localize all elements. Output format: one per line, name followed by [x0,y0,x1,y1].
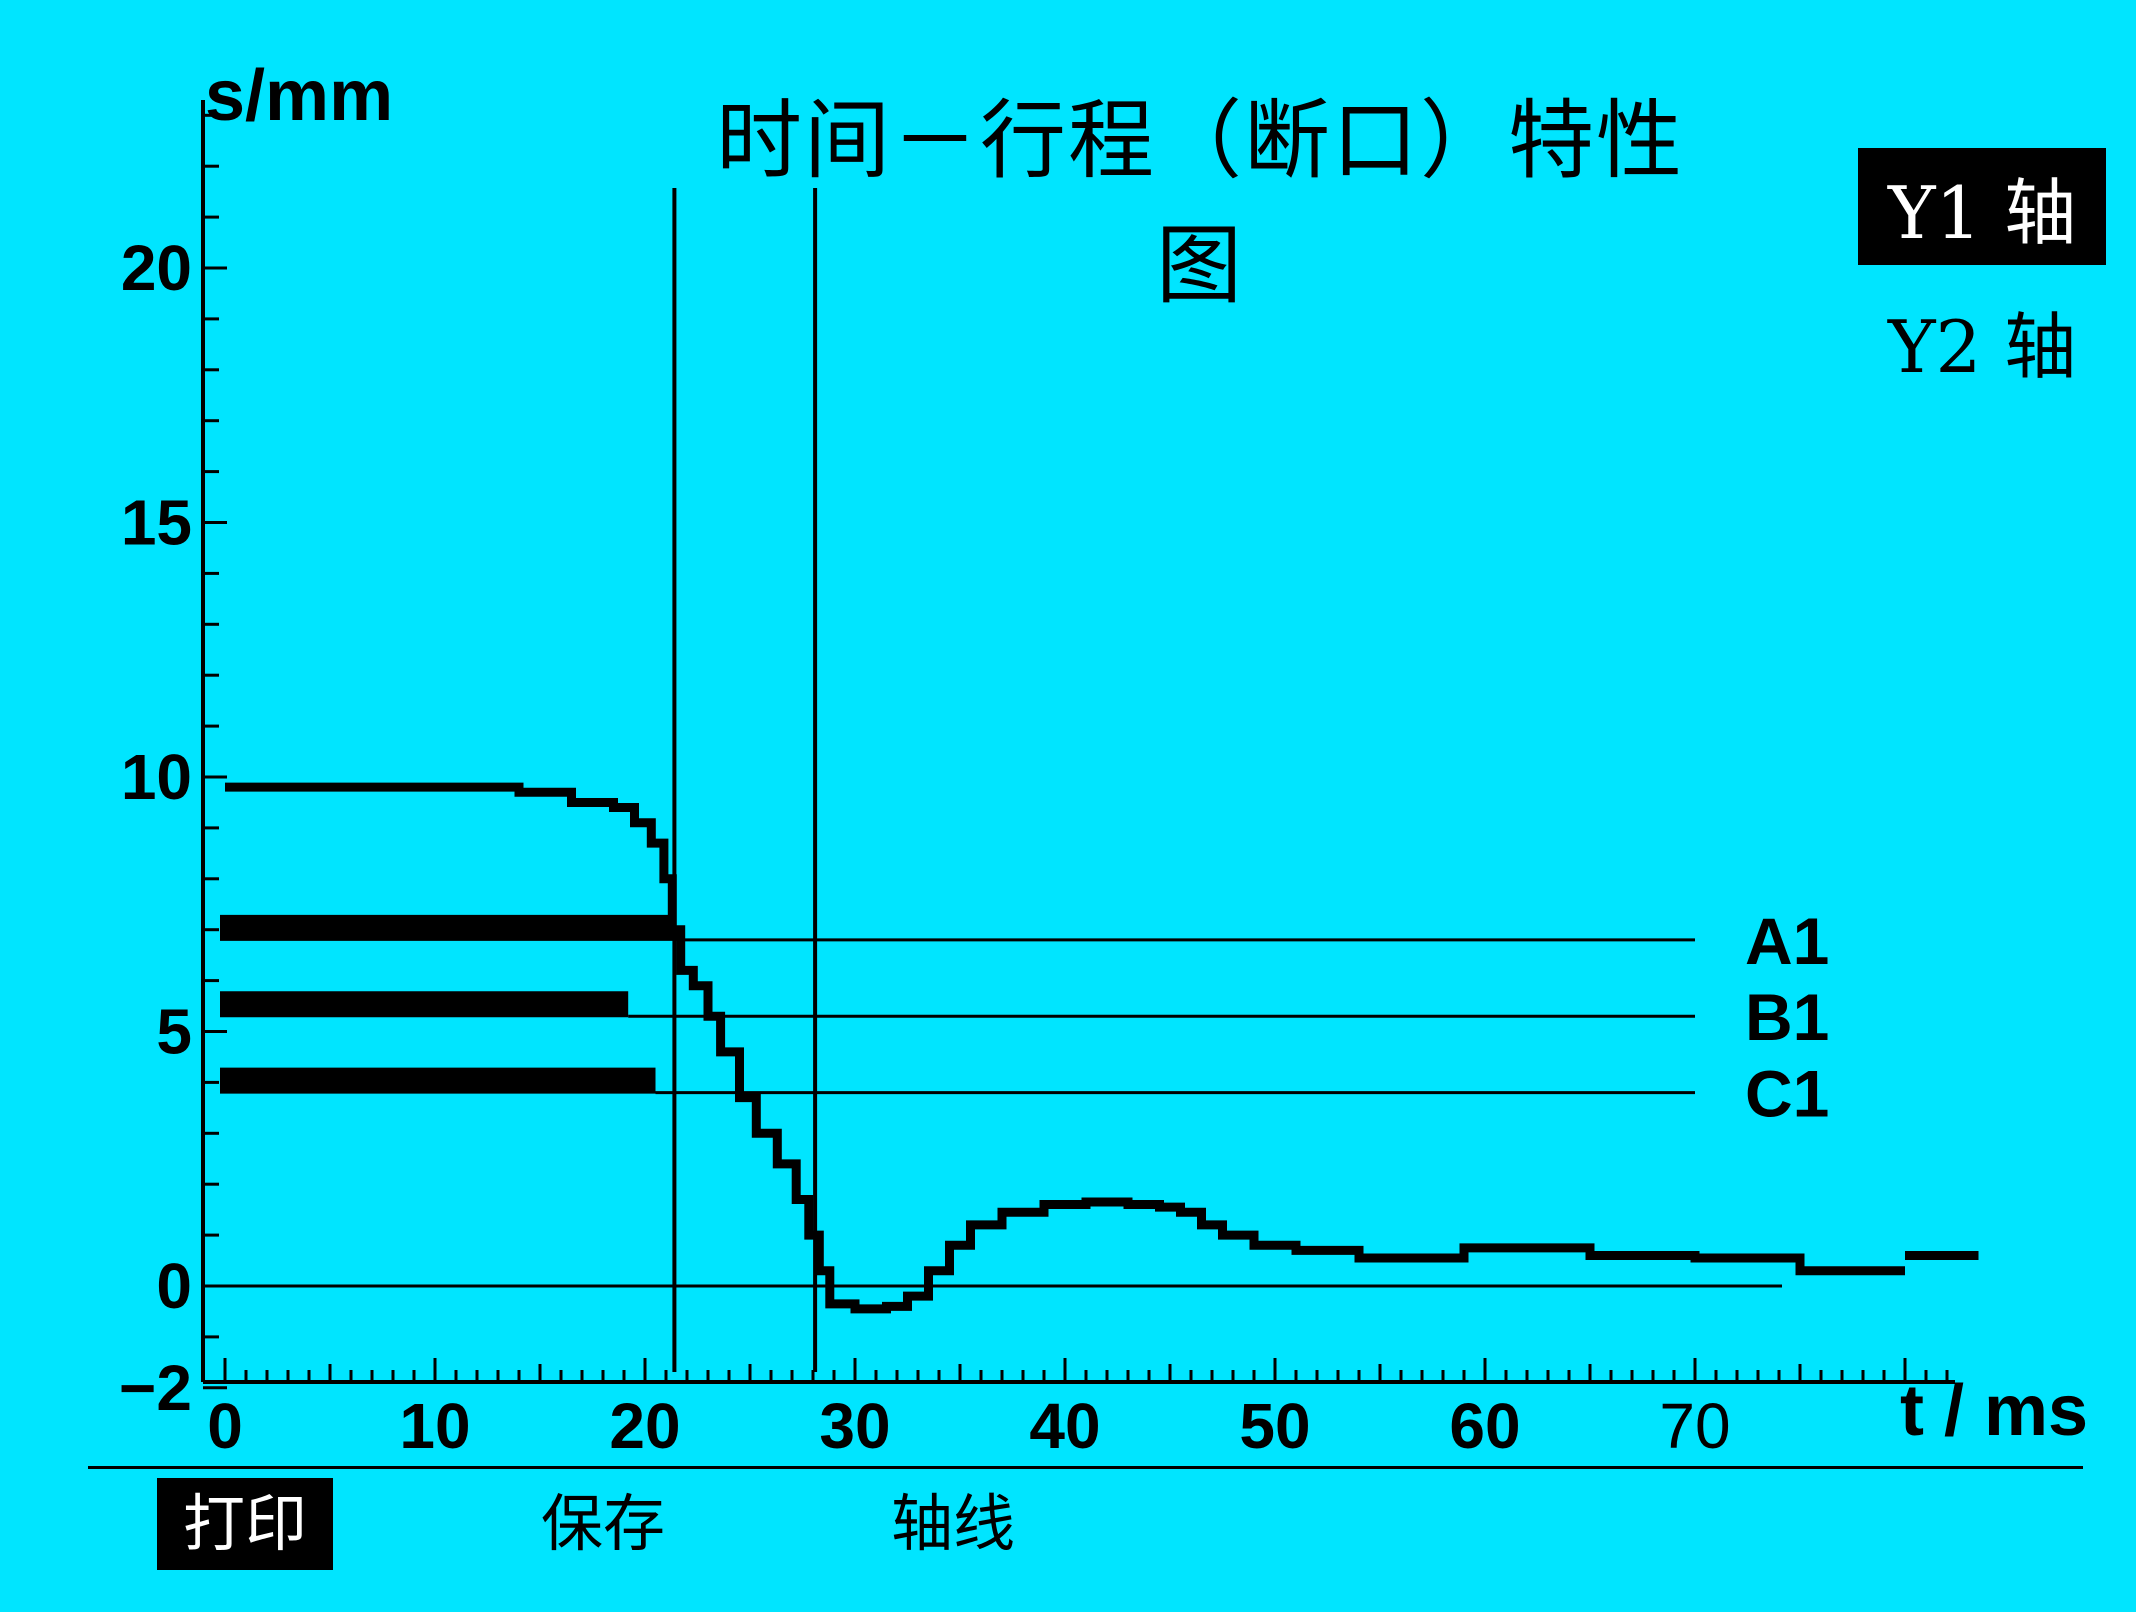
y-axis-label: s/mm [205,56,394,136]
x-tick-label: 40 [1029,1390,1100,1462]
x-tick-label: 30 [819,1390,890,1462]
x-tick-label: 0 [207,1390,243,1462]
threshold-label-a1: A1 [1745,904,1829,978]
x-tick-label: 50 [1239,1390,1310,1462]
x-axis-label: t / ms [1900,1371,2089,1451]
y1-axis-button[interactable]: Y1 轴 [1858,148,2107,265]
menu-divider [88,1466,2083,1469]
ticks [203,113,1949,1390]
threshold-label-c1: C1 [1745,1057,1829,1131]
y-tick-label: 15 [121,487,192,559]
x-tick-label: 10 [399,1390,470,1462]
y-tick-label: −2 [119,1352,192,1424]
y-tick-label: 10 [121,741,192,813]
threshold-label-b1: B1 [1745,980,1829,1054]
axes [201,100,1955,1384]
y-tick-label: 20 [121,232,192,304]
print-button[interactable]: 打印 [157,1478,334,1570]
axis-line-button[interactable]: 轴线 [891,1487,1016,1560]
travel-curve [225,782,1905,1314]
cursor-lines [672,188,818,1372]
y-tick-label: 0 [156,1250,192,1322]
y2-axis-button[interactable]: Y2 轴 [1888,305,2077,389]
chart-title: 时间－行程（断口）特性图 [716,91,1684,316]
x-tick-label: 20 [609,1390,680,1462]
x-tick-label: 70 [1659,1390,1730,1462]
series [225,782,1979,1314]
x-tick-label: 60 [1449,1390,1520,1462]
save-button[interactable]: 保存 [541,1487,666,1560]
y-tick-label: 5 [156,996,192,1068]
